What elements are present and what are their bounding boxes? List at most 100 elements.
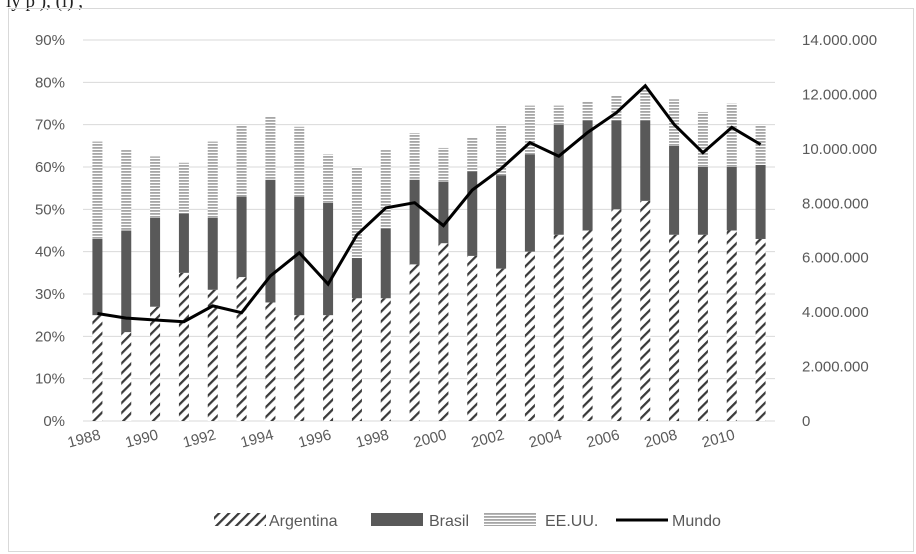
bar-eeuu: [582, 101, 593, 121]
bar-eeuu: [294, 126, 305, 197]
left-tick-label: 70%: [35, 117, 65, 134]
bar-eeuu: [755, 124, 766, 165]
bar-argentina: [553, 234, 564, 421]
legend-label-brasil: Brasil: [429, 513, 469, 530]
bar-argentina: [380, 298, 391, 421]
bar-eeuu: [92, 141, 103, 239]
bar-brasil: [92, 238, 103, 316]
x-tick-label: 1994: [239, 426, 276, 451]
left-tick-label: 80%: [35, 74, 65, 91]
right-tick-label: 14.000.000: [802, 32, 877, 49]
bar-eeuu: [351, 167, 362, 259]
bar-eeuu: [553, 105, 564, 125]
bar-argentina: [409, 264, 420, 421]
bar-argentina: [92, 315, 103, 421]
right-tick-label: 10.000.000: [802, 141, 877, 158]
legend: Argentina Brasil EE.UU. Mundo: [214, 513, 721, 530]
bar-brasil: [582, 120, 593, 231]
bar-brasil: [611, 120, 622, 210]
bar-brasil: [524, 154, 535, 252]
right-tick-label: 8.000.000: [802, 195, 869, 212]
bar-argentina: [726, 230, 737, 421]
bar-brasil: [380, 228, 391, 299]
bar-argentina: [323, 315, 334, 421]
bar-brasil: [121, 230, 132, 333]
bar-brasil: [467, 171, 478, 256]
legend-swatch-argentina: [214, 513, 266, 526]
mundo-line: [97, 83, 762, 324]
left-tick-label: 10%: [35, 371, 65, 388]
bar-eeuu: [496, 124, 507, 176]
x-tick-label: 1992: [181, 426, 218, 451]
cropped-caption-text: ly p ), (i) ,: [6, 0, 84, 12]
bar-argentina: [467, 255, 478, 421]
bar-argentina: [640, 200, 651, 421]
x-tick-label: 2002: [469, 426, 506, 451]
bar-brasil: [294, 196, 305, 316]
bar-brasil: [409, 179, 420, 265]
bar-eeuu: [265, 116, 276, 180]
right-tick-label: 2.000.000: [802, 359, 869, 376]
bar-argentina: [697, 234, 708, 421]
x-tick-label: 2008: [642, 426, 679, 451]
bar-brasil: [150, 217, 161, 307]
bar-brasil: [755, 164, 766, 239]
bar-argentina: [265, 302, 276, 421]
bars: [92, 88, 766, 421]
bar-eeuu: [611, 95, 622, 121]
right-tick-label: 4.000.000: [802, 304, 869, 321]
left-tick-label: 40%: [35, 244, 65, 261]
bar-argentina: [351, 298, 362, 421]
chart: 0% 10% 20% 30% 40% 50% 60% 70% 80% 90% 0 2.000.000…: [35, 32, 877, 530]
bar-argentina: [236, 277, 247, 421]
x-tick-label: 1996: [296, 426, 333, 451]
left-tick-label: 30%: [35, 286, 65, 303]
left-tick-label: 0%: [43, 413, 65, 430]
right-axis-ticks: 0 2.000.000 4.000.000 6.000.000 8.000.000 10.…: [802, 32, 877, 430]
bar-brasil: [697, 167, 708, 235]
gridlines: [83, 39, 775, 422]
bar-brasil: [323, 202, 334, 316]
x-axis-ticks: 1988 1990 1992 1994 1996 1998 2000 2002 2004 2006…: [66, 426, 737, 451]
bar-eeuu: [150, 156, 161, 218]
bar-argentina: [150, 306, 161, 421]
right-tick-label: 6.000.000: [802, 250, 869, 267]
bar-argentina: [582, 230, 593, 421]
left-tick-label: 50%: [35, 201, 65, 218]
bar-eeuu: [409, 133, 420, 180]
bar-eeuu: [726, 103, 737, 167]
bar-argentina: [611, 209, 622, 421]
bar-brasil: [351, 258, 362, 299]
x-tick-label: 2006: [585, 426, 622, 451]
bar-brasil: [669, 145, 680, 235]
mundo-line-path: [97, 83, 762, 324]
bar-brasil: [265, 179, 276, 303]
bar-eeuu: [121, 150, 132, 231]
bar-eeuu: [207, 141, 218, 218]
left-tick-label: 90%: [35, 32, 65, 49]
bar-eeuu: [467, 137, 478, 172]
x-tick-label: 1990: [123, 426, 160, 451]
legend-label-mundo: Mundo: [672, 513, 721, 530]
bar-argentina: [669, 234, 680, 421]
bar-eeuu: [438, 147, 449, 182]
bar-argentina: [438, 243, 449, 421]
bar-eeuu: [178, 162, 189, 214]
bar-brasil: [438, 181, 449, 244]
bar-argentina: [121, 332, 132, 421]
bar-argentina: [496, 268, 507, 421]
right-tick-label: 0: [802, 413, 810, 430]
bar-eeuu: [697, 111, 708, 167]
bar-argentina: [294, 315, 305, 421]
bar-brasil: [178, 213, 189, 273]
left-tick-label: 60%: [35, 159, 65, 176]
bar-brasil: [496, 175, 507, 269]
bar-brasil: [553, 124, 564, 235]
bar-eeuu: [380, 150, 391, 229]
bar-brasil: [640, 120, 651, 201]
x-tick-label: 2004: [527, 426, 564, 451]
bar-brasil: [236, 196, 247, 278]
bar-eeuu: [640, 88, 651, 121]
bar-eeuu: [323, 154, 334, 203]
bar-brasil: [207, 217, 218, 290]
